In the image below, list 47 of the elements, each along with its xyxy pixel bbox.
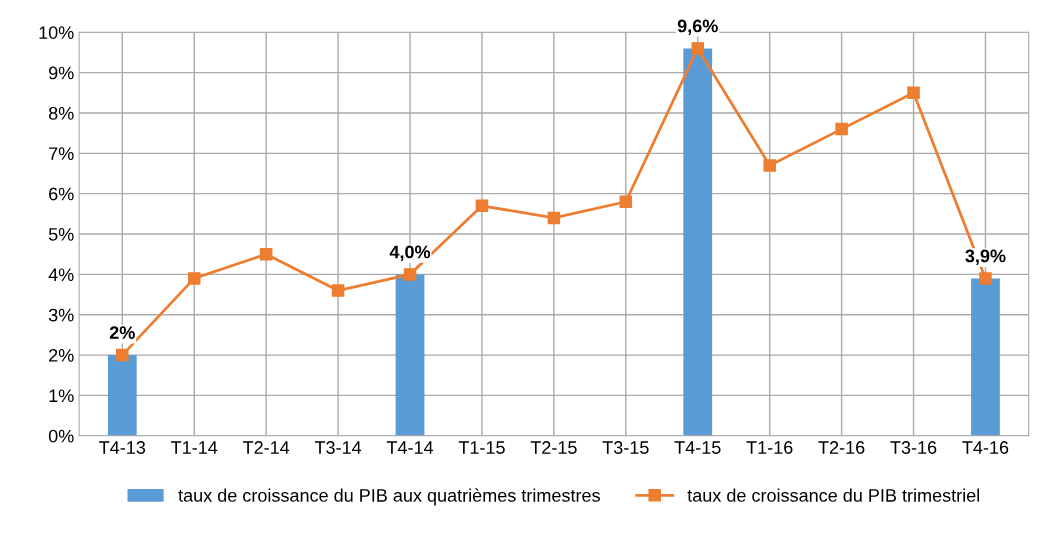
- data-label: 4,0%: [389, 245, 431, 261]
- point: [331, 284, 345, 297]
- x-tick-label: T3-14: [314, 441, 362, 454]
- point: [907, 86, 920, 100]
- legend-label: taux de croissance du PIB aux quatrièmes trimestres: [178, 488, 600, 506]
- legend-label: taux de croissance du PIB trimestriel: [687, 488, 980, 502]
- y-tick-label: 3%: [48, 308, 74, 322]
- x-tick-label: T2-14: [242, 441, 290, 454]
- x-tick-label: T4-13: [99, 441, 146, 454]
- y-tick-label: 8%: [48, 106, 74, 120]
- point: [691, 42, 704, 55]
- bar: [107, 355, 137, 436]
- y-tick-label: 10%: [39, 26, 74, 39]
- point: [763, 159, 776, 172]
- bar: [395, 274, 425, 436]
- x-tick-label: T1-16: [746, 441, 793, 454]
- bar: [971, 278, 1000, 436]
- x-tick-label: T4-14: [386, 441, 434, 454]
- bar: [683, 48, 713, 436]
- y-tick-label: 5%: [48, 228, 74, 241]
- x-tick-label: T2-16: [818, 441, 865, 454]
- point: [547, 211, 561, 225]
- y-tick-label: 0%: [48, 429, 74, 443]
- data-label: 2%: [109, 326, 135, 339]
- x-tick-label: T2-15: [530, 441, 577, 454]
- x-tick-label: T4-15: [674, 441, 721, 454]
- data-label: 3,9%: [965, 249, 1006, 265]
- point: [619, 195, 633, 209]
- x-tick-label: T3-16: [890, 441, 937, 454]
- point: [116, 348, 129, 362]
- point: [403, 268, 417, 281]
- y-tick-label: 9%: [49, 66, 74, 80]
- point: [835, 122, 848, 136]
- point: [259, 247, 273, 261]
- data-label: 9,6%: [677, 19, 718, 35]
- y-tick-label: 2%: [49, 349, 74, 362]
- point: [187, 272, 201, 285]
- y-tick-label: 6%: [49, 187, 74, 201]
- y-tick-label: 7%: [49, 147, 74, 160]
- x-tick-label: T4-16: [962, 441, 1009, 454]
- y-tick-label: 1%: [49, 389, 74, 403]
- x-tick-label: T1-15: [458, 441, 505, 454]
- y-tick-label: 4%: [48, 268, 74, 282]
- point: [979, 272, 992, 285]
- x-tick-label: T3-15: [602, 441, 649, 454]
- x-tick-label: T1-14: [171, 441, 218, 454]
- point: [475, 199, 489, 213]
